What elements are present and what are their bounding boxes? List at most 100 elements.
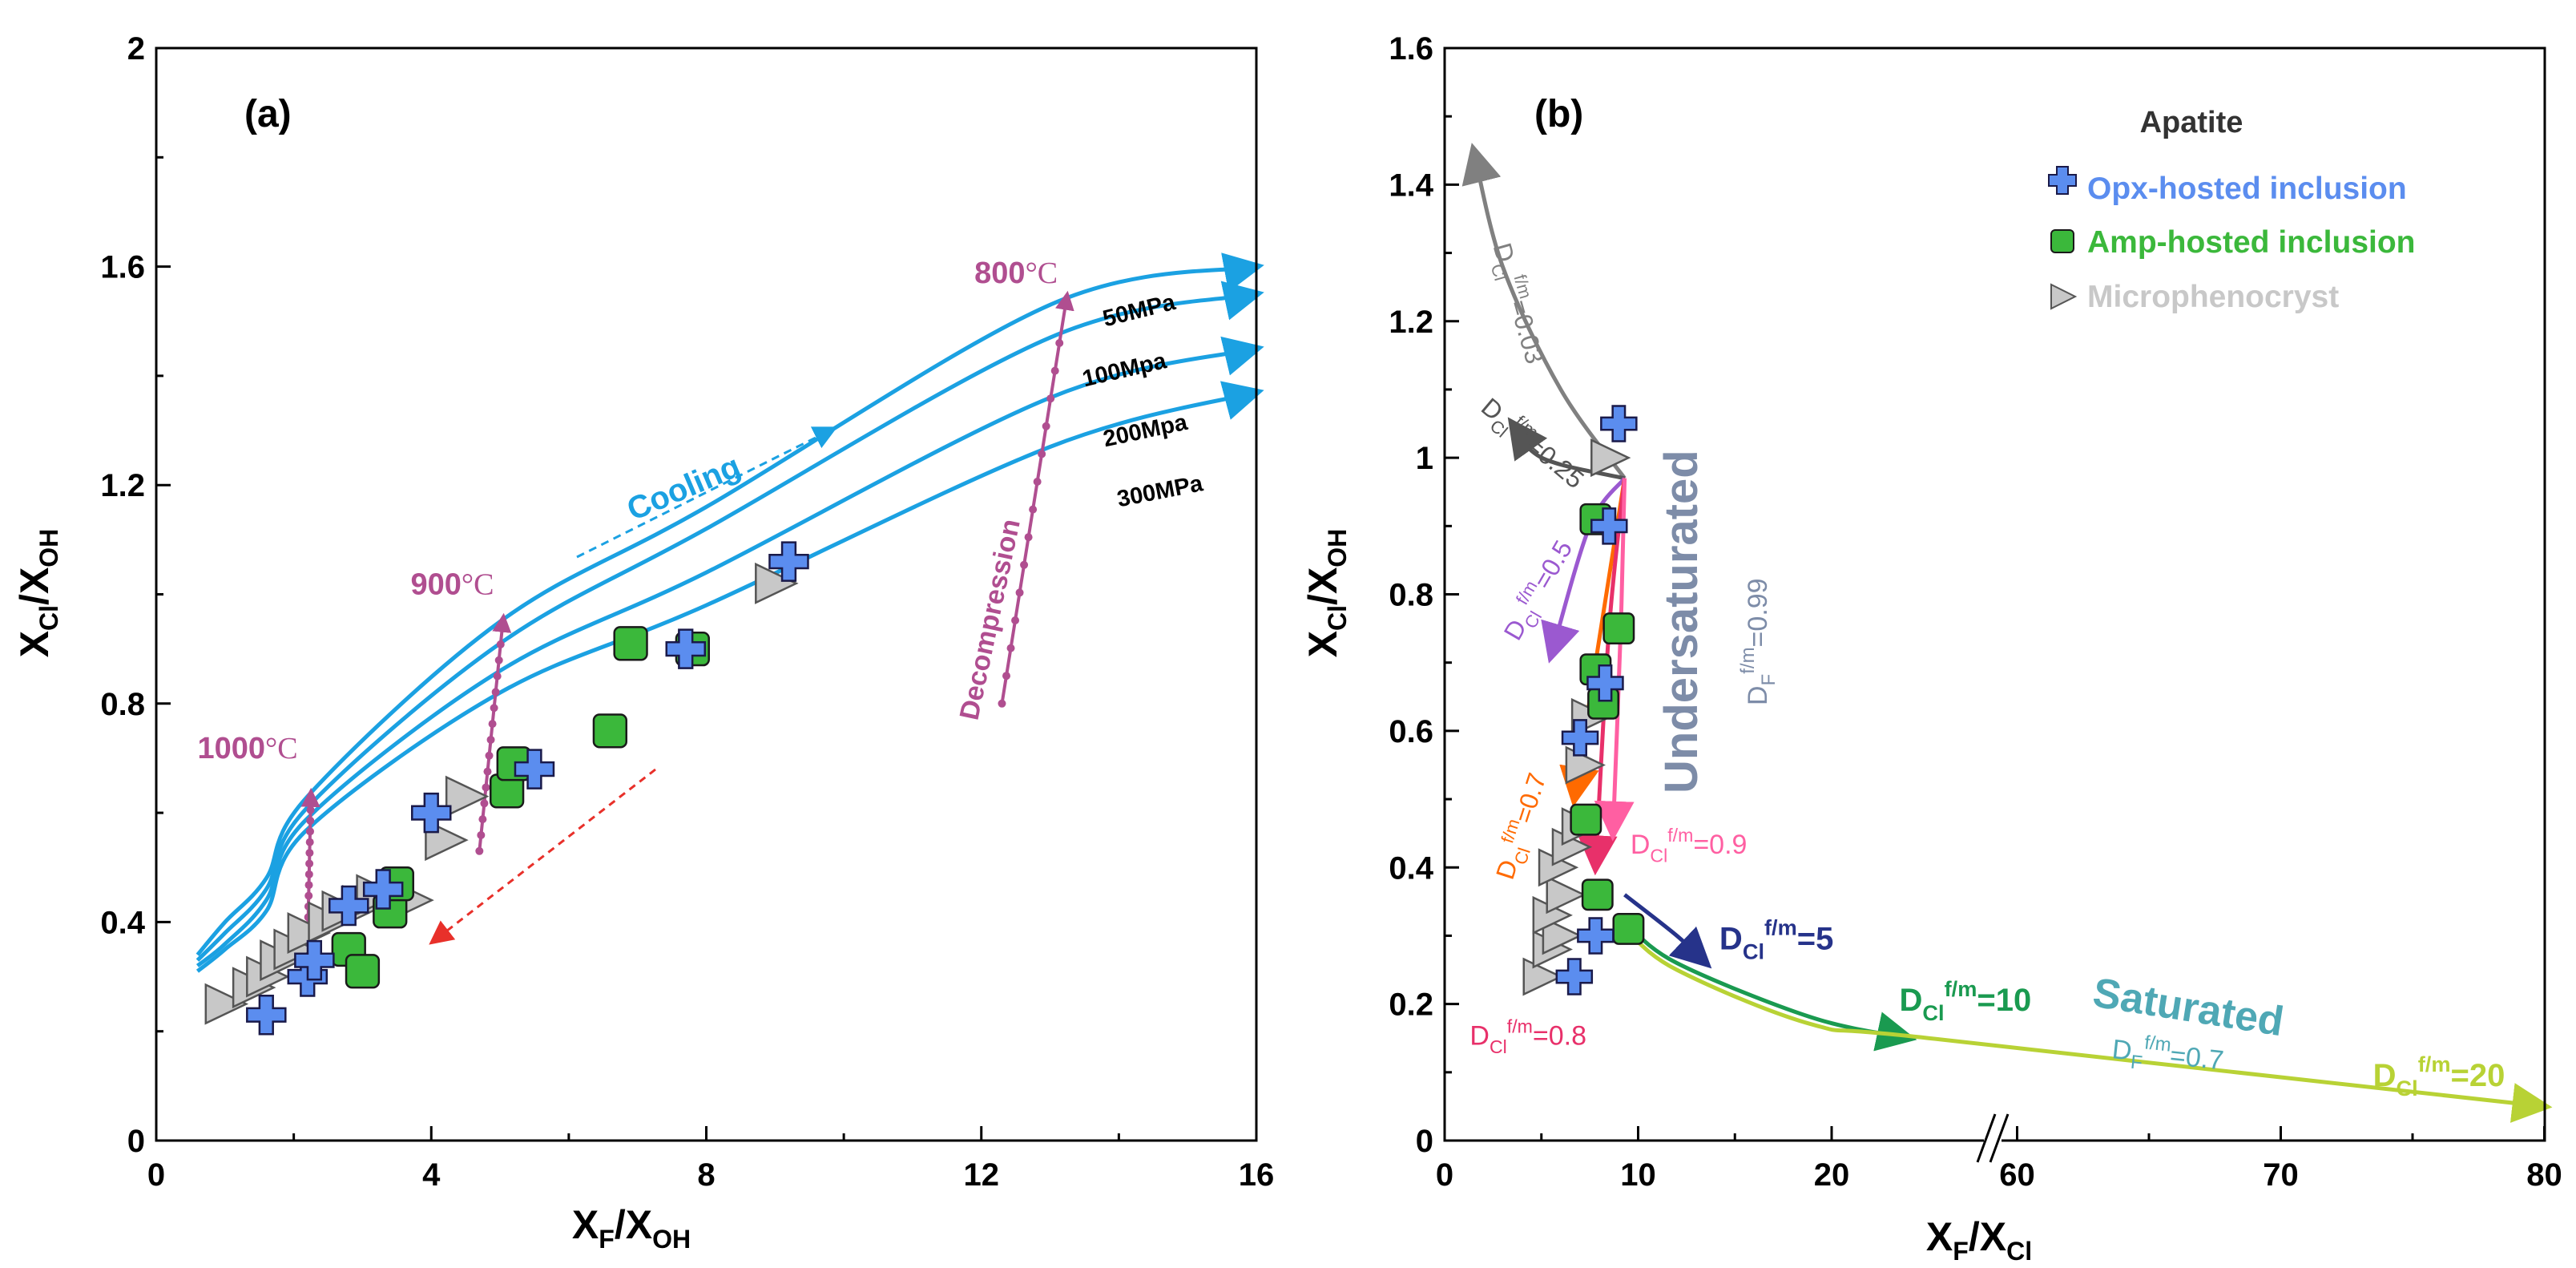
x-tick-label: 10 [1620, 1157, 1656, 1193]
data-point-cross [294, 939, 335, 981]
undersaturated-label: Undersaturated [1655, 450, 1707, 794]
x-tick-label: 16 [1239, 1157, 1275, 1193]
isotherm-dot [305, 859, 314, 868]
legend-item-amp: Amp-hosted inclusion [2050, 225, 2416, 260]
df-undersaturated-label: DFf/m=0.99 [1737, 578, 1780, 705]
path-label: DClf/m=0.25 [1472, 389, 1592, 499]
y-tick-label: 0 [127, 1124, 145, 1159]
data-point-cross [329, 885, 369, 927]
legend-label-amp: Amp-hosted inclusion [2087, 225, 2416, 260]
path-label: DClf/m=10 [1900, 976, 2032, 1025]
isotherm-dot [1024, 533, 1033, 542]
x-tick-label: 0 [147, 1157, 165, 1193]
isotherm-dot [998, 699, 1006, 708]
data-point-square [1612, 912, 1645, 945]
data-point-cross [768, 541, 809, 582]
x-tick-label: 70 [2263, 1157, 2299, 1193]
panel-a-xlabel: XF/XOH [572, 1202, 691, 1254]
isotherm-dot [475, 846, 484, 855]
y-tick-label: 0.4 [100, 905, 145, 940]
data-point-triangle [445, 775, 490, 818]
isotherm-dot [490, 704, 498, 713]
legend-item-opx: Opx-hosted inclusion [2048, 166, 2407, 206]
isotherm-dot [485, 751, 494, 760]
x-tick-label: 20 [1814, 1157, 1850, 1193]
panel-a-ylabel: XCl/XOH [12, 529, 63, 658]
data-point-cross [1555, 958, 1594, 995]
data-point-square [1602, 612, 1635, 645]
data-point-cross [362, 869, 404, 910]
isotherm-dot [1033, 478, 1042, 487]
isobar-line [196, 281, 1264, 962]
legend-square-icon [2050, 229, 2074, 253]
isotherm-dot [1020, 560, 1029, 569]
data-point-triangle [1546, 875, 1586, 915]
isotherm-dot [1042, 422, 1050, 430]
data-point-square [1570, 803, 1602, 836]
data-point-square [345, 954, 381, 989]
legend-item-micro: Microphenocryst [2050, 280, 2339, 314]
isotherm-dot [304, 870, 313, 878]
data-point-cross [514, 749, 555, 789]
data-point-cross [1561, 719, 1599, 757]
path-label: DClf/m=0.8 [1469, 1016, 1586, 1057]
isobar-label: 50MPa [1100, 289, 1179, 332]
y-tick-label: 1.6 [100, 250, 145, 285]
y-tick-label: 0.4 [1389, 850, 1433, 886]
isotherm-dot [1046, 394, 1055, 403]
panel-b-label: (b) [1534, 93, 1583, 135]
isotherm-dot [305, 849, 314, 858]
fractionation-path [1541, 477, 1627, 664]
y-tick-label: 1.2 [100, 468, 145, 503]
path-label: DClf/m=0.9 [1631, 825, 1748, 866]
isotherm-label: 800°C [974, 256, 1058, 290]
y-tick-label: 1.4 [1389, 168, 1433, 203]
isotherm-dot [480, 799, 489, 808]
legend-title: Apatite [2140, 106, 2243, 139]
y-tick-label: 1 [1416, 441, 1433, 476]
isobar-label: 300MPa [1115, 470, 1206, 512]
isotherm-line [478, 612, 512, 852]
panel-b-ylabel: XCl/XOH [1300, 529, 1352, 658]
df-saturated-label: DFf/m=0.7 [2110, 1028, 2225, 1082]
isotherm-dot [305, 827, 314, 836]
isotherm-dot [306, 806, 315, 814]
path-label: DClf/m=0.03 [1482, 239, 1554, 369]
data-point-triangle [204, 983, 249, 1025]
isotherm-dot [304, 881, 313, 890]
data-point-triangle [755, 562, 799, 604]
data-point-cross [411, 792, 452, 834]
y-tick-label: 0.8 [100, 687, 145, 722]
isotherm-dot [1038, 450, 1046, 458]
isotherm-dot [494, 656, 503, 664]
y-tick-label: 2 [127, 31, 145, 67]
data-point-square [592, 713, 628, 749]
isotherm-dot [1055, 339, 1064, 348]
data-point-square [613, 626, 648, 661]
legend-label-opx: Opx-hosted inclusion [2087, 172, 2407, 206]
isotherm-dot [488, 720, 497, 729]
panel-b-frame [1443, 46, 2546, 1142]
isotherm-dot [482, 783, 490, 792]
path-label: DClf/m=5 [1719, 915, 1833, 963]
isotherm-dot [493, 672, 502, 680]
axis-break [1976, 1113, 2010, 1163]
isotherm-dot [1029, 505, 1038, 514]
data-point-square [1581, 878, 1614, 911]
data-point-cross [665, 628, 707, 669]
y-tick-label: 0 [1416, 1124, 1433, 1159]
data-point-cross [246, 995, 287, 1036]
isotherm-dot [483, 767, 492, 776]
fractionation-path [1507, 417, 1626, 481]
x-tick-label: 8 [697, 1157, 715, 1193]
data-point-cross [1586, 664, 1624, 702]
legend: Apatite Opx-hosted inclusion Amp-hosted … [2048, 106, 2416, 314]
isobar-label: 100Mpa [1080, 348, 1170, 392]
isotherm-dot [305, 838, 314, 846]
x-tick-label: 0 [1436, 1157, 1453, 1193]
isotherm-dot [1015, 588, 1024, 597]
isotherm-dot [1002, 672, 1011, 680]
fractionation-path [1461, 143, 1627, 480]
isotherm-dot [1006, 644, 1015, 652]
